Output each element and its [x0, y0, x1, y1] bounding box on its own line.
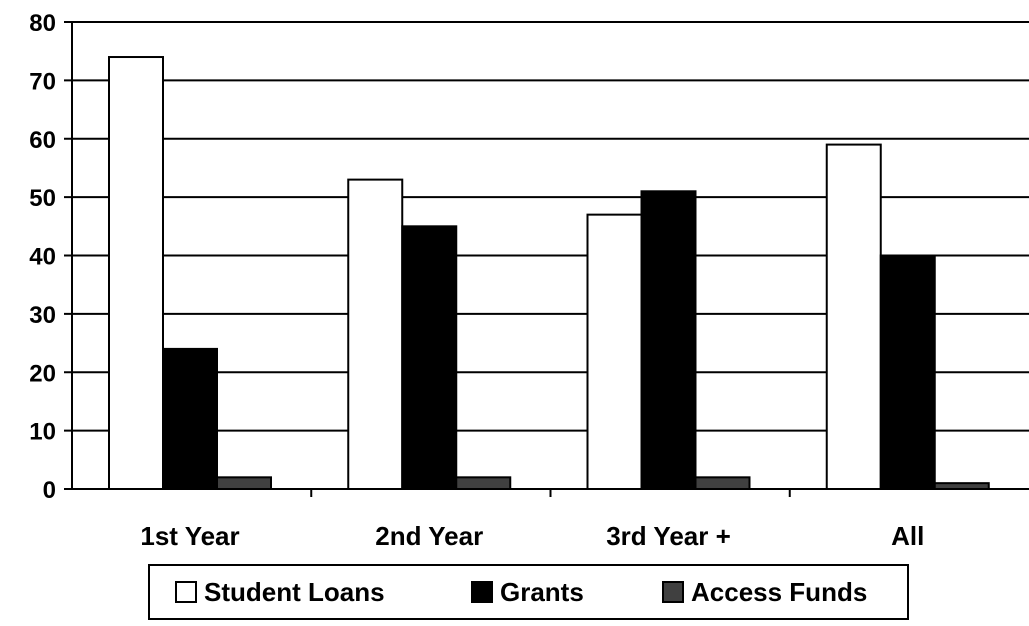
- bar-access-funds: [455, 476, 512, 491]
- bar-grants: [162, 347, 218, 490]
- y-tick-label: 60: [29, 127, 56, 154]
- bar-student-loans: [347, 178, 404, 491]
- y-tick-label: 0: [43, 477, 56, 504]
- bar-access-funds: [694, 476, 751, 491]
- bar-access-funds: [216, 476, 272, 491]
- gridlines: [72, 21, 1029, 432]
- bar-student-loans: [825, 143, 882, 490]
- bar-grants: [879, 254, 936, 490]
- legend-box: [148, 564, 909, 620]
- y-tick-label: 20: [29, 360, 56, 387]
- bar-grants: [401, 225, 458, 490]
- bar-student-loans: [108, 56, 164, 491]
- legend-label-student-loans: Student Loans: [204, 577, 385, 607]
- y-tick-label: 30: [29, 302, 56, 329]
- y-tick-label: 10: [29, 419, 56, 446]
- bar-grants: [640, 190, 697, 490]
- legend-label-access-funds: Access Funds: [691, 577, 867, 607]
- axes: [64, 21, 1029, 497]
- y-tick-label: 70: [29, 68, 56, 95]
- legend-swatch-student-loans: [175, 581, 197, 603]
- legend-swatch-grants: [471, 581, 493, 603]
- bars: [108, 56, 990, 491]
- x-category-label: All: [891, 521, 924, 551]
- legend-swatch-access-funds: [662, 581, 684, 603]
- legend: Student Loans Grants Access Funds: [148, 564, 909, 620]
- legend-label-grants: Grants: [500, 577, 584, 607]
- x-category-label: 1st Year: [140, 521, 239, 551]
- x-category-label: 2nd Year: [375, 521, 483, 551]
- bar-student-loans: [586, 213, 643, 490]
- y-tick-label: 40: [29, 244, 56, 271]
- axis-labels: 0 10 20 30 40 50 60 70 80 1st Year 2nd Year 3rd Yea…: [29, 10, 924, 551]
- y-tick-label: 80: [29, 10, 56, 37]
- y-tick-label: 50: [29, 185, 56, 212]
- x-category-label: 3rd Year +: [606, 521, 731, 551]
